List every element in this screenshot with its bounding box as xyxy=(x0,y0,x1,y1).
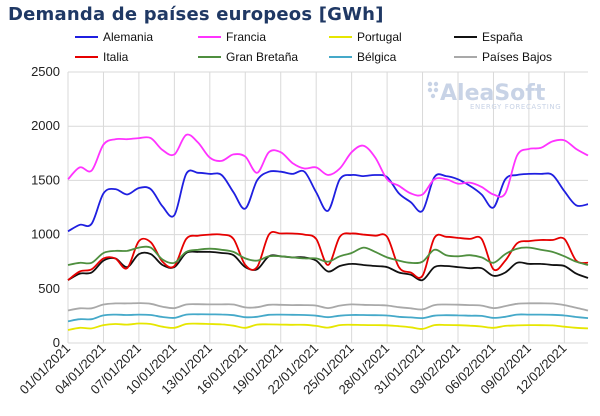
series-line-países-bajos xyxy=(67,302,589,312)
series-line-portugal xyxy=(67,322,589,331)
legend-item: Alemania xyxy=(75,30,153,44)
y-tick-label: 2000 xyxy=(31,118,60,133)
y-tick-label: 1000 xyxy=(31,227,60,242)
legend-item: Francia xyxy=(198,30,266,44)
chart-title: Demanda de países europeos [GWh] xyxy=(8,4,384,25)
watermark-dot xyxy=(433,87,439,93)
legend-item: Portugal xyxy=(329,30,402,44)
legend-label: Francia xyxy=(226,30,266,44)
legend-item: Italia xyxy=(75,50,129,64)
series-line-alemania xyxy=(67,169,589,233)
watermark-dot xyxy=(427,87,433,93)
legend-label: España xyxy=(482,30,523,44)
legend-label: Italia xyxy=(103,50,129,64)
watermark-tagline: ENERGY FORECASTING xyxy=(470,103,561,111)
legend-label: Bélgica xyxy=(357,50,397,64)
legend-item: España xyxy=(454,30,523,44)
series-line-francia xyxy=(67,133,589,198)
series-line-italia xyxy=(67,230,589,281)
legend-item: Países Bajos xyxy=(454,50,552,64)
y-tick-label: 0 xyxy=(53,335,60,350)
watermark-logo xyxy=(427,81,439,99)
watermark-brand: AleaSoft xyxy=(440,81,546,106)
watermark-dot xyxy=(427,81,433,87)
series-line-gran-bretaña xyxy=(67,245,589,266)
legend-label: Portugal xyxy=(357,30,402,44)
watermark-dot xyxy=(430,93,436,99)
series-line-bélgica xyxy=(67,313,589,323)
legend-label: Países Bajos xyxy=(482,50,552,64)
y-tick-label: 1500 xyxy=(31,172,60,187)
series-line-españa xyxy=(67,250,589,282)
y-tick-label: 500 xyxy=(38,281,60,296)
legend-item: Bélgica xyxy=(329,50,397,64)
y-tick-label: 2500 xyxy=(31,64,60,79)
legend-label: Gran Bretaña xyxy=(226,50,298,64)
watermark-dot xyxy=(433,81,439,87)
legend-item: Gran Bretaña xyxy=(198,50,298,64)
legend-label: Alemania xyxy=(103,30,153,44)
